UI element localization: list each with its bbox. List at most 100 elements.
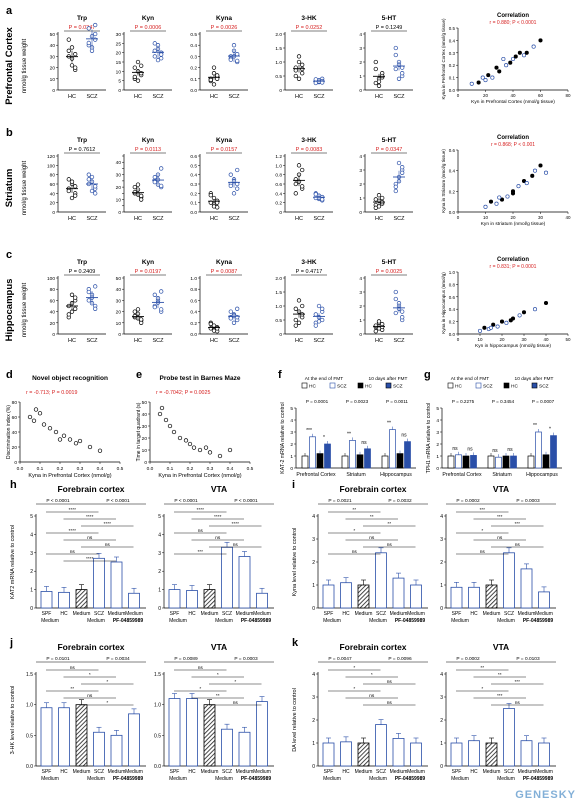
scatter-point — [504, 320, 509, 325]
tick-label: 0.6 — [449, 148, 456, 153]
tick-label: 3 — [359, 168, 362, 174]
scatter-point — [521, 53, 527, 58]
tick-label: 40 — [50, 191, 56, 197]
tick-label: 60 — [50, 298, 56, 304]
tick-label: 0.0 — [190, 210, 197, 216]
caption: 10 days after FMT — [515, 376, 554, 382]
significance-marker: * — [371, 672, 373, 678]
tick-label: 1 — [359, 74, 362, 80]
scz-point — [93, 31, 98, 37]
scatter-point — [197, 447, 203, 453]
significance-marker: ns — [480, 550, 486, 555]
p-value: P = 0.0026 — [211, 25, 238, 31]
tick-label: 0.2 — [275, 201, 282, 207]
tick-label: 0 — [440, 764, 443, 770]
x-tick-label: SCZ — [87, 216, 99, 222]
plot-title: Correlation — [497, 13, 529, 19]
p-value: P < 0.0001 — [234, 498, 258, 504]
tick-label: 0 — [30, 606, 33, 612]
correlation-stat: r = 0.868; P < 0.001 — [491, 142, 535, 148]
x-tick-label: Medium — [236, 769, 254, 775]
x-tick-label: Medium — [355, 769, 373, 775]
panel-letter: e — [136, 369, 142, 381]
tick-label: 0.6 — [275, 182, 282, 188]
tick-label: 120 — [47, 154, 55, 160]
hc-point — [135, 59, 141, 65]
scatter-point — [538, 38, 543, 43]
scz-point — [159, 52, 164, 57]
tick-label: 0.1 — [190, 201, 197, 207]
significance-marker: ns — [515, 701, 521, 706]
p-value: P = 0.0034 — [106, 656, 130, 662]
x-tick-label: HC — [60, 611, 68, 617]
significance-marker: ns — [70, 666, 76, 671]
significance-marker: * — [353, 665, 355, 671]
bar — [221, 728, 233, 767]
significance-marker: ns — [452, 446, 458, 452]
significance-marker: * — [353, 528, 355, 534]
tick-label: 0 — [457, 215, 460, 220]
tick-label: 0 — [359, 332, 362, 338]
scz-point — [400, 309, 405, 314]
legend-label: HC — [365, 384, 372, 390]
p-value: P < 0.0001 — [106, 498, 130, 504]
tick-label: 50 — [565, 337, 571, 342]
bar — [203, 589, 216, 609]
tick-label: 0.3 — [190, 54, 197, 60]
plot-title: VTA — [493, 484, 509, 494]
axis-label-y: nmol/g tissue weight — [22, 282, 28, 337]
tick-label: 80 — [50, 287, 56, 293]
tick-label: 100 — [47, 276, 55, 282]
scz-point — [89, 48, 95, 53]
bar — [316, 453, 324, 469]
scatter-point — [67, 437, 73, 442]
x-tick-label: HC — [210, 338, 218, 344]
hc-point — [293, 68, 298, 73]
hc-point — [73, 295, 78, 300]
scz-point — [235, 306, 240, 311]
significance-marker: * — [106, 679, 108, 685]
tick-label: 0.5 — [117, 466, 124, 472]
hc-point — [132, 189, 137, 195]
scatter-point — [187, 441, 193, 447]
hc-point — [135, 78, 141, 83]
x-tick-label: SCZ — [376, 611, 386, 617]
dot-plot-kyna: Kyna P = 0.0087 0.0 0.2 0.4 0.6 0.8 1.0 HC SCZ — [190, 259, 248, 344]
legend-swatch — [329, 382, 336, 389]
x-tick-label: HC — [210, 94, 218, 100]
hc-point — [211, 328, 217, 333]
tick-label: 40 — [510, 93, 516, 98]
tick-label: 5 — [30, 514, 33, 520]
scatter-point — [163, 417, 169, 423]
hc-point — [293, 306, 298, 311]
tick-label: 0.2 — [190, 191, 197, 197]
hc-point — [132, 184, 137, 190]
tick-label: 0.5 — [190, 163, 197, 169]
significance-marker: ** — [216, 693, 220, 699]
hc-point — [66, 177, 71, 182]
legend-label: SCZ — [337, 384, 347, 390]
hc-point — [373, 66, 378, 72]
tick-label: 4 — [290, 418, 293, 424]
tick-label: 0 — [440, 606, 443, 612]
scz-point — [93, 306, 98, 311]
scz-point — [393, 52, 398, 58]
x-tick-label: Medium — [108, 611, 126, 617]
scz-point — [228, 172, 233, 177]
significance-marker: * — [89, 672, 91, 678]
x-tick-label: SPF — [324, 611, 334, 617]
tick-label: 20 — [483, 93, 489, 98]
legend-swatch — [475, 382, 482, 389]
hc-point — [296, 320, 302, 325]
group-label: Medium — [369, 618, 387, 624]
p-value: P = 0.0002 — [456, 498, 480, 504]
scz-point — [159, 307, 164, 312]
bar — [357, 584, 370, 609]
tick-label: 1.0 — [26, 703, 33, 709]
p-value: P = 0.0003 — [516, 498, 540, 504]
x-tick-label: Medium — [253, 769, 271, 775]
x-tick-label: Medium — [108, 769, 126, 775]
scatter-point — [494, 65, 499, 70]
p-value: P = 0.0002 — [456, 656, 480, 662]
